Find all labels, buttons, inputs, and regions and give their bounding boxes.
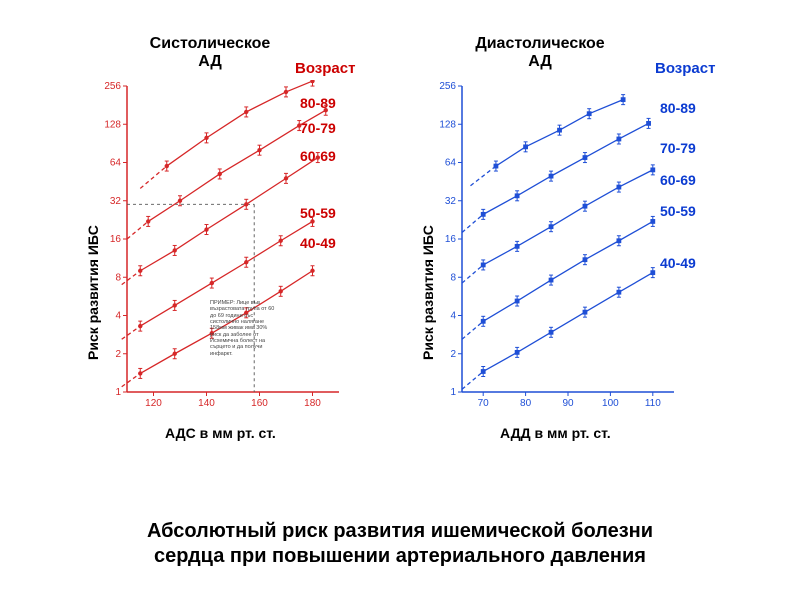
svg-text:32: 32: [110, 196, 122, 207]
svg-text:2: 2: [450, 349, 456, 360]
left-age-header: Возраст: [295, 60, 355, 77]
svg-text:180: 180: [304, 398, 321, 409]
right-title-l2: АД: [528, 53, 552, 70]
diastolic-chart: 1 2 4 8 16 32 64 128 256 70 80 90 100 110: [430, 80, 680, 420]
left-title-l1: Систолическое: [150, 35, 271, 52]
right-panel-title: Диастолическое АД: [440, 35, 640, 70]
caption-line-1: Абсолютный риск развития ишемической бол…: [0, 520, 800, 543]
svg-text:128: 128: [439, 119, 456, 130]
svg-text:100: 100: [602, 398, 619, 409]
page-root: { "caption_line1": "Абсолютный риск разв…: [0, 0, 800, 600]
svg-text:110: 110: [645, 398, 661, 409]
svg-text:90: 90: [562, 398, 574, 409]
svg-text:16: 16: [110, 234, 122, 245]
svg-text:1: 1: [115, 387, 121, 398]
left-x-axis-label: АДС в мм рт. ст.: [165, 425, 276, 441]
svg-text:140: 140: [198, 398, 215, 409]
svg-text:32: 32: [445, 196, 457, 207]
svg-text:16: 16: [445, 234, 457, 245]
svg-text:8: 8: [115, 272, 121, 283]
svg-text:256: 256: [439, 81, 456, 92]
svg-text:64: 64: [110, 158, 122, 169]
right-age-header: Возраст: [655, 60, 715, 77]
svg-text:4: 4: [450, 311, 456, 322]
svg-text:64: 64: [445, 158, 457, 169]
svg-text:70: 70: [478, 398, 490, 409]
svg-text:120: 120: [145, 398, 162, 409]
caption-line-2: сердца при повышении артериального давле…: [0, 545, 800, 568]
svg-text:8: 8: [450, 272, 456, 283]
example-annotation: ПРИМЕР: Лице във възрастовата група от 6…: [210, 300, 280, 357]
left-title-l2: АД: [198, 53, 222, 70]
svg-text:256: 256: [104, 81, 121, 92]
svg-text:160: 160: [251, 398, 268, 409]
left-panel-title: Систолическое АД: [120, 35, 300, 70]
right-title-l1: Диастолическое: [475, 35, 604, 52]
systolic-chart: 1 2 4 8 16 32 64 128 256 120 140 160 180: [95, 80, 345, 420]
svg-text:2: 2: [115, 349, 121, 360]
right-x-axis-label: АДД в мм рт. ст.: [500, 425, 611, 441]
svg-text:4: 4: [115, 311, 121, 322]
svg-text:128: 128: [104, 119, 121, 130]
svg-text:1: 1: [450, 387, 456, 398]
svg-text:80: 80: [520, 398, 532, 409]
